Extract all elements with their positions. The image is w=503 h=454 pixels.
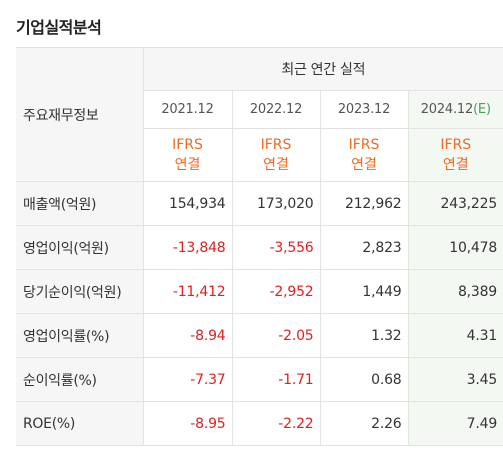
table-cell: -11,412 bbox=[143, 269, 232, 314]
row-header-label: 주요재무정보 bbox=[16, 47, 144, 182]
estimate-flag: (E) bbox=[473, 102, 491, 117]
table-cell: -2.05 bbox=[231, 313, 320, 358]
year-header-estimate: 2024.12(E) bbox=[407, 90, 503, 129]
row-label: 당기순이익(억원) bbox=[16, 269, 144, 314]
table-cell: 1.32 bbox=[319, 313, 408, 358]
table-row: 당기순이익(억원) -11,412 -2,952 1,449 8,389 bbox=[16, 269, 503, 314]
table-cell: -7.37 bbox=[143, 357, 232, 402]
table-cell: -2.22 bbox=[231, 401, 320, 446]
table-row: 순이익률(%) -7.37 -1.71 0.68 3.45 bbox=[16, 357, 503, 402]
table-row: ROE(%) -8.95 -2.22 2.26 7.49 bbox=[16, 401, 503, 446]
table-cell: -8.95 bbox=[143, 401, 232, 446]
table-cell: 212,962 bbox=[319, 181, 408, 226]
table-row: 영업이익(억원) -13,848 -3,556 2,823 10,478 bbox=[16, 225, 503, 270]
header-row-years: 2021.12 2022.12 2023.12 2024.12(E) bbox=[16, 90, 503, 129]
table-cell: 1,449 bbox=[319, 269, 408, 314]
basis-header: IFRS 연결 bbox=[407, 128, 503, 182]
year-header: 2023.12 bbox=[319, 90, 408, 129]
table-cell: -2,952 bbox=[231, 269, 320, 314]
table-cell: 7.49 bbox=[407, 401, 503, 446]
basis-header: IFRS 연결 bbox=[319, 128, 408, 182]
year-header: 2022.12 bbox=[231, 90, 320, 129]
header-row-group: 주요재무정보 최근 연간 실적 bbox=[16, 47, 503, 182]
year-header: 2021.12 bbox=[143, 90, 232, 129]
header-row-basis: IFRS 연결 IFRS 연결 IFRS 연결 IFRS 연결 bbox=[16, 128, 503, 182]
table-cell: 4.31 bbox=[407, 313, 503, 358]
table-cell: -13,848 bbox=[143, 225, 232, 270]
row-label: 영업이익(억원) bbox=[16, 225, 144, 270]
row-label: 영업이익률(%) bbox=[16, 313, 144, 358]
table-row: 영업이익률(%) -8.94 -2.05 1.32 4.31 bbox=[16, 313, 503, 358]
table-cell: 8,389 bbox=[407, 269, 503, 314]
group-header: 최근 연간 실적 bbox=[143, 47, 503, 91]
table-cell: 3.45 bbox=[407, 357, 503, 402]
table-cell: -8.94 bbox=[143, 313, 232, 358]
page-title: 기업실적분석 bbox=[16, 18, 102, 37]
table-cell: 2.26 bbox=[319, 401, 408, 446]
table-cell: 173,020 bbox=[231, 181, 320, 226]
basis-header: IFRS 연결 bbox=[231, 128, 320, 182]
financial-summary-table: 주요재무정보 최근 연간 실적 2021.12 2022.12 2023.12 … bbox=[16, 47, 503, 446]
table-cell: 2,823 bbox=[319, 225, 408, 270]
table-cell: -3,556 bbox=[231, 225, 320, 270]
table-cell: 0.68 bbox=[319, 357, 408, 402]
table-cell: 154,934 bbox=[143, 181, 232, 226]
row-label: 매출액(억원) bbox=[16, 181, 144, 226]
table-row: 매출액(억원) 154,934 173,020 212,962 243,225 bbox=[16, 181, 503, 226]
table-cell: 243,225 bbox=[407, 181, 503, 226]
table-cell: 10,478 bbox=[407, 225, 503, 270]
row-label: 순이익률(%) bbox=[16, 357, 144, 402]
basis-header: IFRS 연결 bbox=[143, 128, 232, 182]
row-label: ROE(%) bbox=[16, 401, 144, 446]
table-cell: -1.71 bbox=[231, 357, 320, 402]
